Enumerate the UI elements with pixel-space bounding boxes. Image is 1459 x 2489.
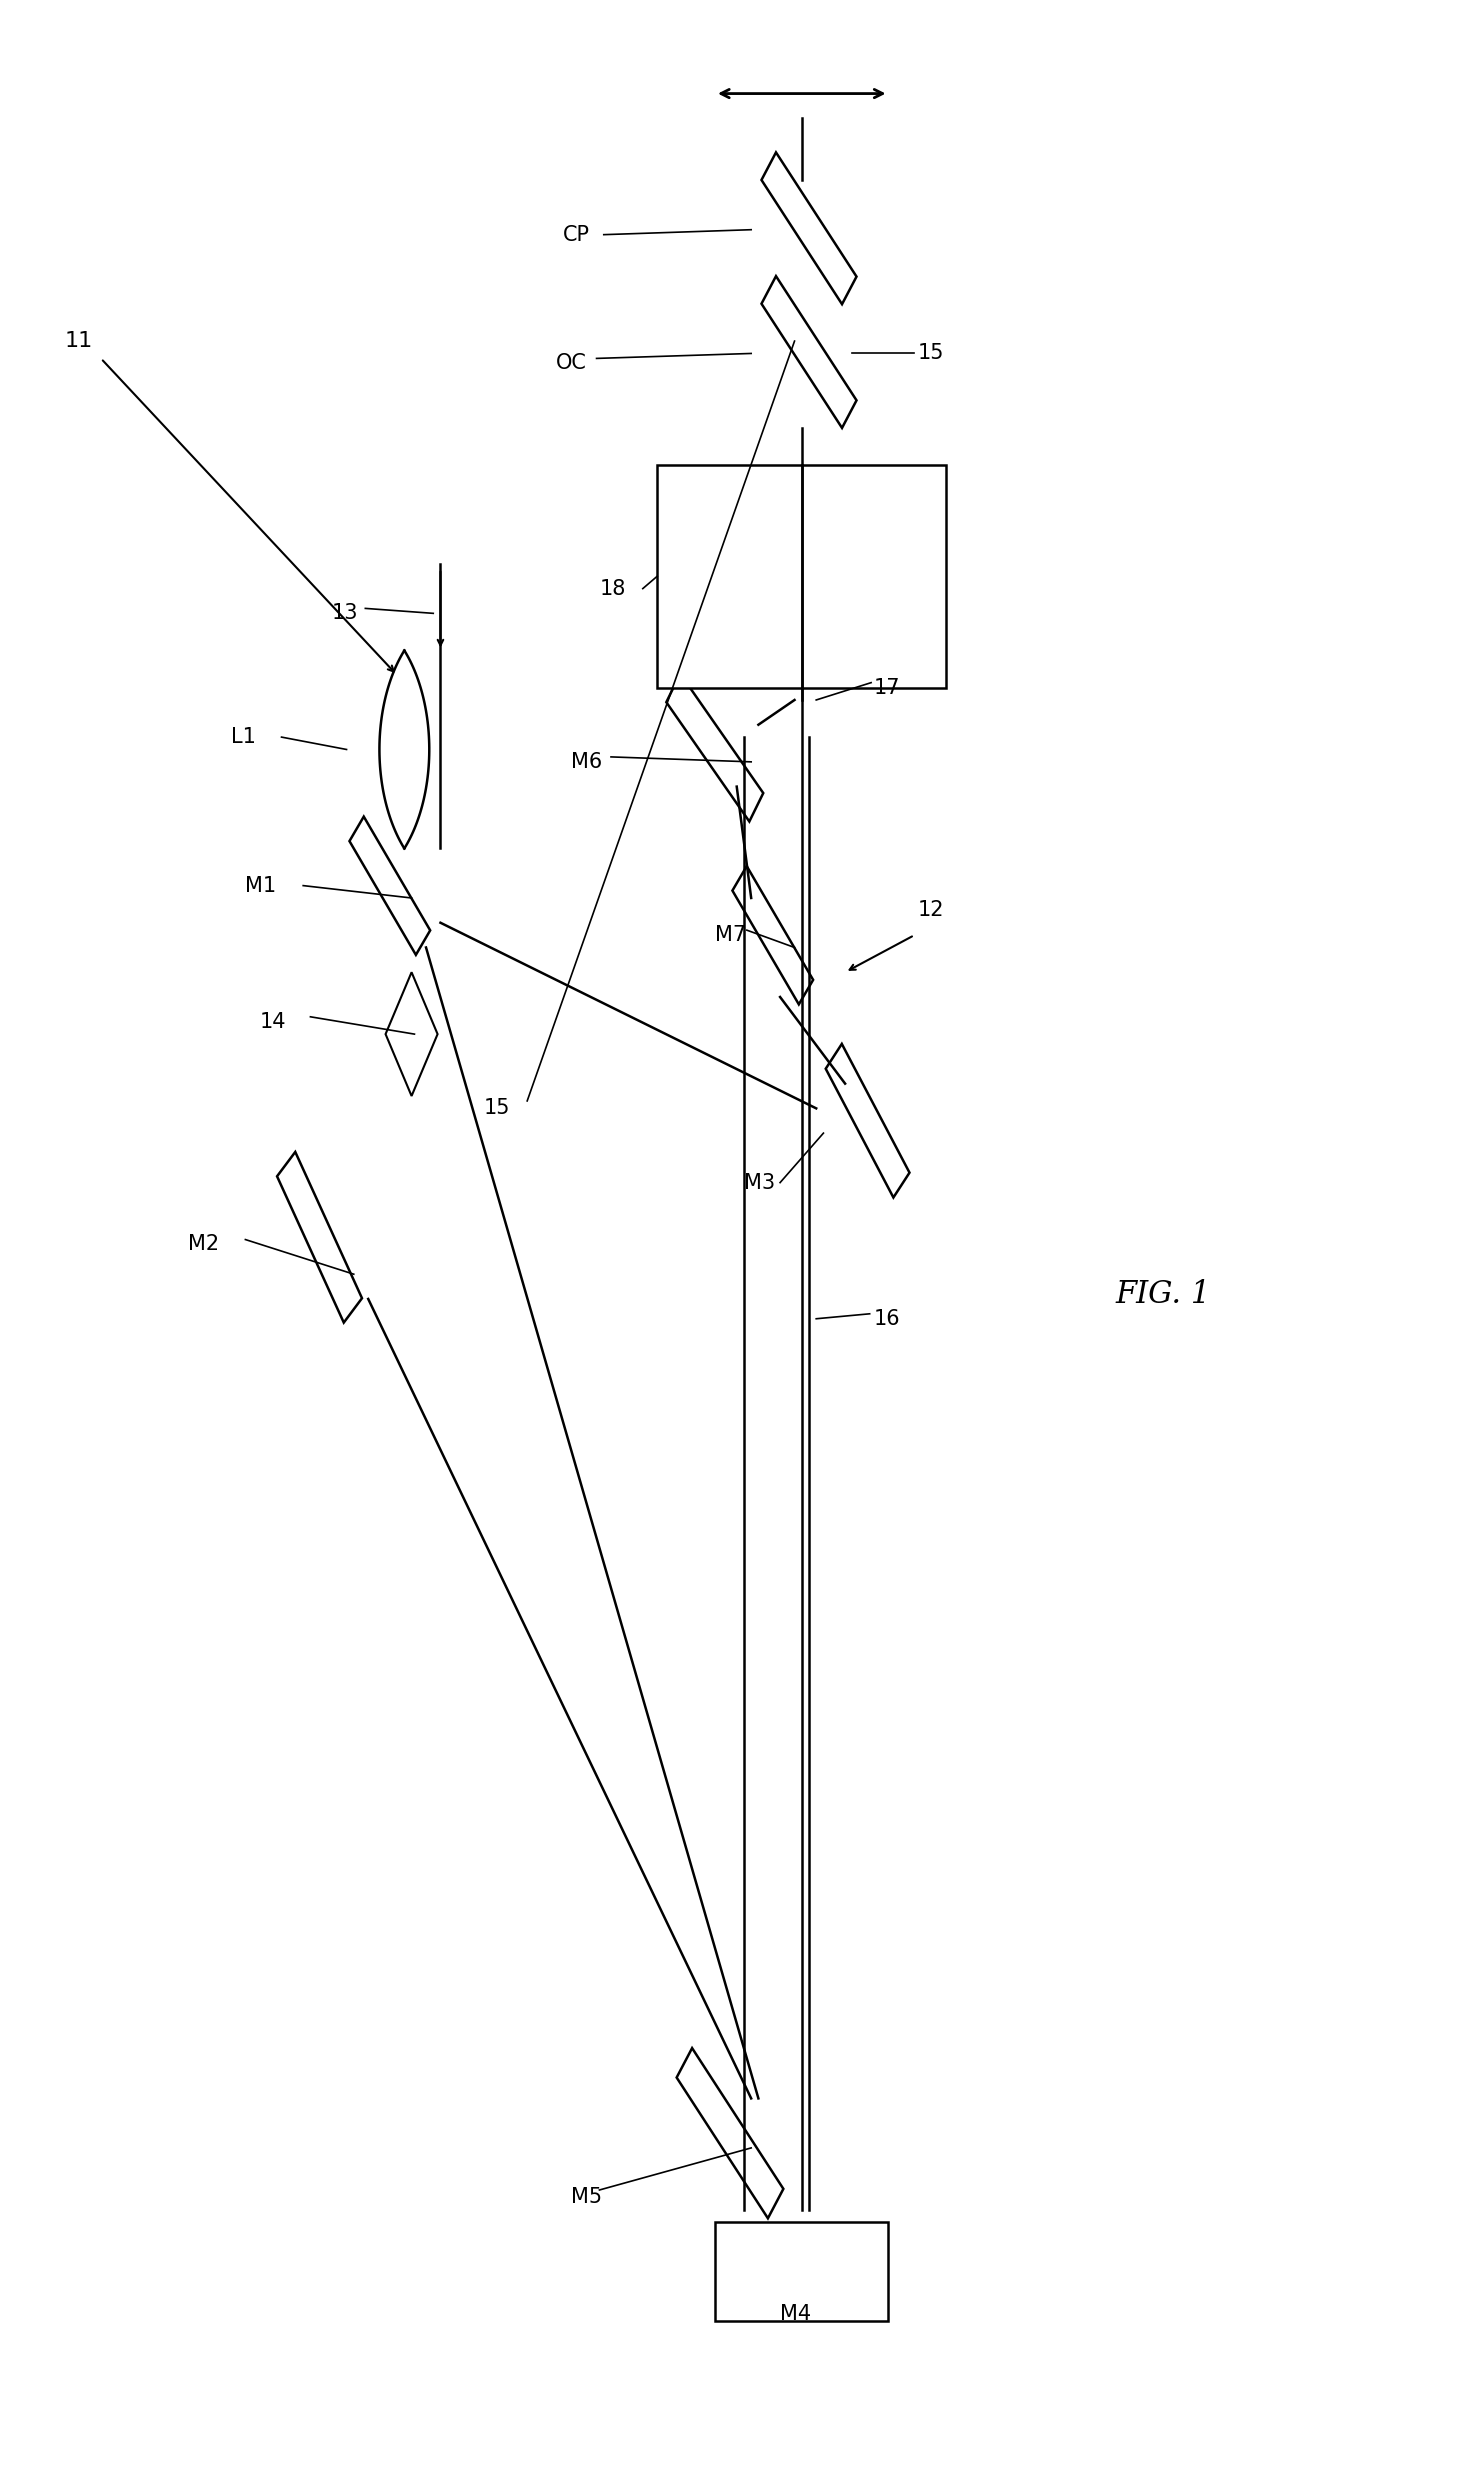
Bar (657, 465, 947, 687)
Text: 13: 13 (333, 602, 359, 622)
Text: OC: OC (556, 353, 587, 373)
Text: CP: CP (563, 224, 591, 244)
Text: M4: M4 (781, 2305, 811, 2325)
Polygon shape (277, 1152, 362, 1322)
Polygon shape (385, 973, 438, 1095)
Text: 16: 16 (874, 1309, 900, 1329)
Polygon shape (826, 1043, 909, 1197)
Text: 18: 18 (600, 577, 626, 597)
Text: M2: M2 (188, 1235, 219, 1254)
Text: 12: 12 (918, 901, 944, 921)
Polygon shape (762, 152, 856, 304)
Text: M3: M3 (744, 1172, 775, 1192)
Text: 14: 14 (260, 1011, 286, 1033)
Polygon shape (667, 675, 763, 821)
Polygon shape (350, 816, 430, 956)
Text: 17: 17 (874, 677, 900, 697)
Text: L1: L1 (231, 727, 255, 747)
Polygon shape (677, 2048, 783, 2218)
Text: 15: 15 (918, 343, 944, 363)
Polygon shape (762, 276, 856, 428)
Text: 11: 11 (64, 331, 93, 351)
Polygon shape (732, 866, 813, 1006)
Text: M7: M7 (715, 926, 746, 946)
Text: FIG. 1: FIG. 1 (1116, 1279, 1211, 1309)
Text: 15: 15 (484, 1098, 511, 1118)
Bar (715, 2223, 889, 2322)
Text: M6: M6 (570, 752, 601, 772)
Text: M5: M5 (570, 2188, 601, 2208)
Text: M1: M1 (245, 876, 277, 896)
